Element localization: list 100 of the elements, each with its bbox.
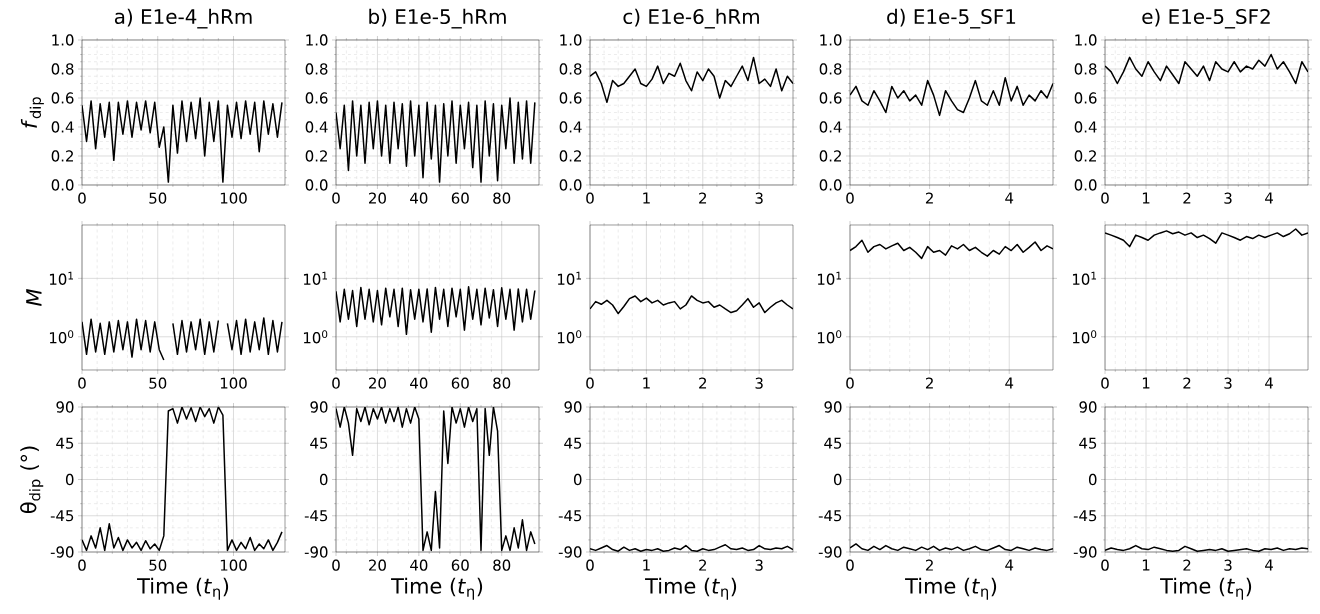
x-axis-title: Time (t$_{η}$) [645, 577, 737, 600]
y-tick-label: 0.8 [1074, 63, 1097, 75]
y-tick-label: 0.6 [559, 92, 582, 104]
x-tick-label: 80 [493, 377, 511, 389]
y-tick-label: 45 [1079, 437, 1097, 449]
y-tick-label: 0.2 [305, 150, 327, 162]
x-tick-label: 0 [78, 192, 86, 204]
x-tick-label: 0 [846, 559, 854, 571]
x-tick-label: 50 [149, 192, 167, 204]
y-tick-label: 1.0 [820, 34, 842, 46]
x-tick-label: 80 [493, 559, 511, 571]
y-tick-label: 0.6 [819, 92, 842, 104]
x-tick-label: 2 [1183, 377, 1191, 389]
y-tick-label: -90 [304, 546, 328, 558]
y-tick-label: 0.2 [51, 150, 73, 162]
x-tick-label: 1 [1142, 377, 1150, 389]
x-tick-label: 20 [369, 377, 386, 389]
y-tick-label: -45 [1073, 510, 1097, 522]
x-tick-label: 40 [410, 377, 428, 389]
y-tick-label: 0 [573, 473, 582, 486]
x-tick-label: 4 [1265, 377, 1273, 389]
y-tick-label: 0.4 [819, 121, 842, 133]
x-tick-label: 0 [846, 192, 854, 204]
x-tick-label: 0 [1101, 377, 1109, 389]
y-tick-label: 0.0 [559, 179, 582, 191]
x-tick-label: 2 [1183, 559, 1191, 571]
x-tick-label: 0 [1101, 192, 1109, 204]
x-tick-label: 3 [755, 192, 763, 204]
y-tick-label: -90 [558, 546, 582, 558]
y-tick-label: -45 [50, 510, 74, 522]
y-tick-label: 0.0 [305, 179, 328, 191]
y-tick-label: 0.2 [559, 150, 581, 162]
x-tick-label: 2 [925, 559, 933, 571]
y-tick-label: 0.8 [819, 63, 842, 75]
x-tick-label: 50 [149, 377, 167, 389]
x-tick-label: 80 [493, 192, 511, 204]
y-tick-label: 0.2 [1074, 150, 1096, 162]
y-tick-label: 90 [824, 401, 842, 413]
x-tick-label: 40 [410, 192, 428, 204]
x-axis-title: Time (t$_{η}$) [137, 577, 229, 600]
y-tick-label: 0.6 [1074, 92, 1097, 104]
x-axis-title: Time (t$_{η}$) [1160, 577, 1252, 600]
y-tick-label: -90 [818, 546, 842, 558]
y-tick-label: 0.4 [51, 121, 74, 133]
x-tick-label: 100 [220, 377, 247, 389]
y-axis-title: θ$_{dip}$ (°) [20, 446, 44, 514]
y-tick-label: 10$^{0}$ [557, 330, 582, 344]
x-axis-title: Time (t$_{η}$) [905, 577, 997, 600]
y-tick-label: 10$^{0}$ [49, 330, 74, 344]
x-tick-label: 100 [220, 559, 247, 571]
y-tick-label: 0.4 [1074, 121, 1097, 133]
x-tick-label: 0 [332, 559, 340, 571]
y-tick-label: 0.8 [51, 63, 74, 75]
x-tick-label: 3 [755, 559, 763, 571]
x-tick-label: 60 [451, 377, 469, 389]
y-tick-label: 10$^{1}$ [817, 271, 842, 285]
y-tick-label: 90 [564, 401, 582, 413]
x-tick-label: 0 [586, 559, 594, 571]
y-tick-label: 0.8 [559, 63, 582, 75]
x-tick-label: 4 [1005, 192, 1014, 204]
x-tick-label: 60 [451, 192, 469, 204]
y-tick-label: 45 [310, 437, 328, 449]
x-tick-label: 4 [1265, 192, 1273, 204]
x-tick-label: 1 [1142, 192, 1150, 204]
x-tick-label: 40 [410, 559, 428, 571]
y-tick-label: 1.0 [306, 34, 328, 46]
x-tick-label: 20 [369, 192, 386, 204]
y-tick-label: -45 [818, 510, 842, 522]
y-tick-label: 0 [65, 473, 74, 486]
y-tick-label: 45 [824, 437, 842, 449]
y-tick-label: -45 [558, 510, 582, 522]
y-tick-label: 10$^{0}$ [303, 330, 328, 344]
y-axis-title: f$_{dip}$ [20, 97, 44, 128]
y-tick-label: 1.0 [52, 34, 74, 46]
y-tick-label: -45 [304, 510, 328, 522]
y-tick-label: 0 [833, 473, 842, 486]
x-tick-label: 0 [586, 192, 594, 204]
x-tick-label: 0 [1101, 559, 1109, 571]
y-tick-label: 1.0 [1075, 34, 1097, 46]
x-tick-label: 0 [332, 192, 340, 204]
chart-title: e) E1e-5_SF2 [1142, 8, 1270, 29]
x-tick-label: 60 [451, 559, 469, 571]
y-tick-label: 0 [319, 473, 328, 486]
x-tick-label: 0 [846, 377, 854, 389]
y-tick-label: 45 [56, 437, 74, 449]
x-tick-label: 4 [1265, 559, 1273, 571]
x-tick-label: 3 [1224, 377, 1232, 389]
y-tick-label: 10$^{1}$ [303, 271, 328, 285]
y-tick-label: 1.0 [560, 34, 582, 46]
y-tick-label: 45 [564, 437, 582, 449]
x-tick-label: 2 [925, 192, 933, 204]
x-tick-label: 3 [755, 377, 763, 389]
chart-title: c) E1e-6_hRm [623, 8, 759, 29]
x-tick-label: 0 [586, 377, 594, 389]
chart-title: d) E1e-5_SF1 [887, 8, 1016, 29]
x-tick-label: 1 [643, 559, 650, 571]
y-tick-label: -90 [50, 546, 74, 558]
y-axis-title: M [26, 289, 42, 306]
x-tick-label: 0 [78, 377, 86, 389]
x-tick-label: 2 [1183, 192, 1191, 204]
